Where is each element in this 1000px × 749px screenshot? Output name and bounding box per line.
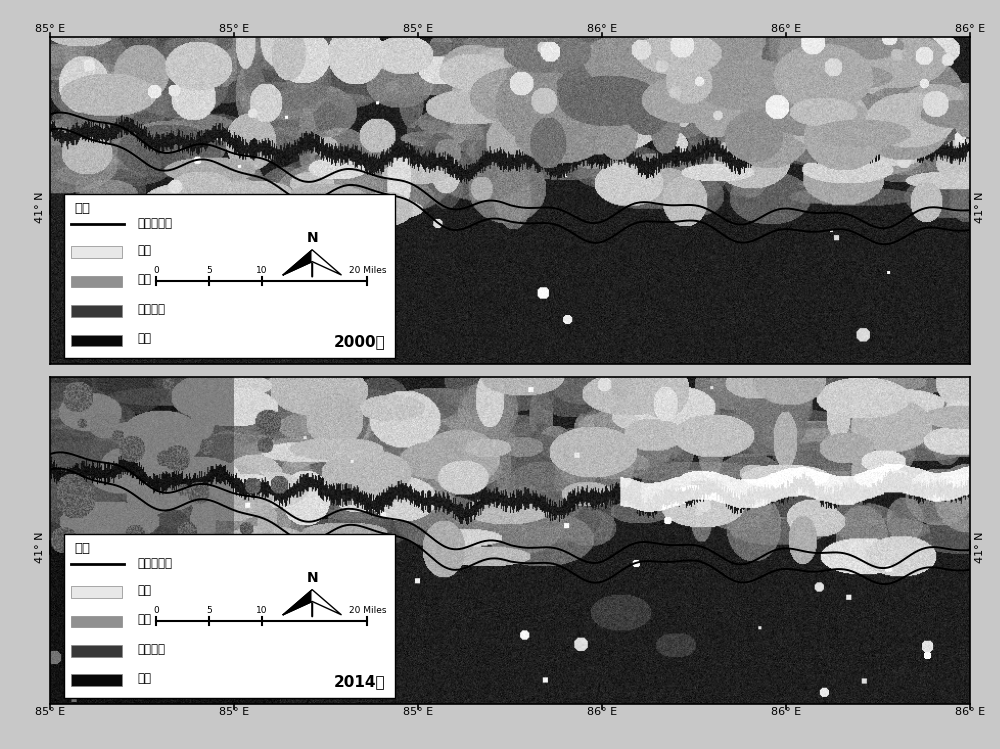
Text: 41° N: 41° N <box>35 192 45 223</box>
Text: 图例: 图例 <box>75 542 91 555</box>
Text: 85° E: 85° E <box>219 24 249 34</box>
Text: 86° E: 86° E <box>771 707 801 718</box>
Text: 未利用地: 未利用地 <box>137 643 165 655</box>
Text: 20 Miles: 20 Miles <box>349 266 386 275</box>
Text: 86° E: 86° E <box>955 24 985 34</box>
Bar <box>71 305 122 317</box>
Text: 85° E: 85° E <box>219 707 249 718</box>
Polygon shape <box>283 589 312 615</box>
Text: 85° E: 85° E <box>403 707 433 718</box>
Text: 86° E: 86° E <box>771 24 801 34</box>
Text: 86° E: 86° E <box>587 24 617 34</box>
Text: 41° N: 41° N <box>975 192 985 223</box>
Text: 10: 10 <box>256 266 267 275</box>
Text: 5: 5 <box>206 606 212 615</box>
Text: N: N <box>306 571 318 585</box>
Text: N: N <box>306 231 318 245</box>
Text: 41° N: 41° N <box>975 532 985 563</box>
Text: 其他: 其他 <box>137 672 151 685</box>
Bar <box>71 586 122 598</box>
Text: 耕地: 耕地 <box>137 583 151 597</box>
Text: 41° N: 41° N <box>35 532 45 563</box>
Text: 耕地: 耕地 <box>137 244 151 257</box>
Bar <box>71 276 122 288</box>
Bar <box>71 335 122 346</box>
Polygon shape <box>312 250 341 275</box>
Bar <box>71 645 122 657</box>
Text: 河道边界线: 河道边界线 <box>137 217 172 230</box>
Text: 2014年: 2014年 <box>334 674 386 689</box>
Text: 其他: 其他 <box>137 333 151 345</box>
Text: 85° E: 85° E <box>35 707 65 718</box>
Text: 植被: 植被 <box>137 273 151 286</box>
Text: 85° E: 85° E <box>403 24 433 34</box>
Bar <box>71 674 122 686</box>
Text: 85° E: 85° E <box>35 24 65 34</box>
Text: 10: 10 <box>256 606 267 615</box>
Polygon shape <box>312 589 341 615</box>
Text: 86° E: 86° E <box>587 707 617 718</box>
Text: 未利用地: 未利用地 <box>137 303 165 316</box>
Text: 图例: 图例 <box>75 202 91 216</box>
Text: 86° E: 86° E <box>955 707 985 718</box>
Text: 河道边界线: 河道边界线 <box>137 557 172 570</box>
Bar <box>71 246 122 258</box>
Bar <box>71 616 122 627</box>
Text: 2000年: 2000年 <box>334 335 386 350</box>
Text: 20 Miles: 20 Miles <box>349 606 386 615</box>
Bar <box>64 194 395 358</box>
Text: 0: 0 <box>153 606 159 615</box>
Text: 植被: 植被 <box>137 613 151 626</box>
Polygon shape <box>283 250 312 275</box>
Text: 5: 5 <box>206 266 212 275</box>
Bar <box>64 534 395 697</box>
Text: 0: 0 <box>153 266 159 275</box>
